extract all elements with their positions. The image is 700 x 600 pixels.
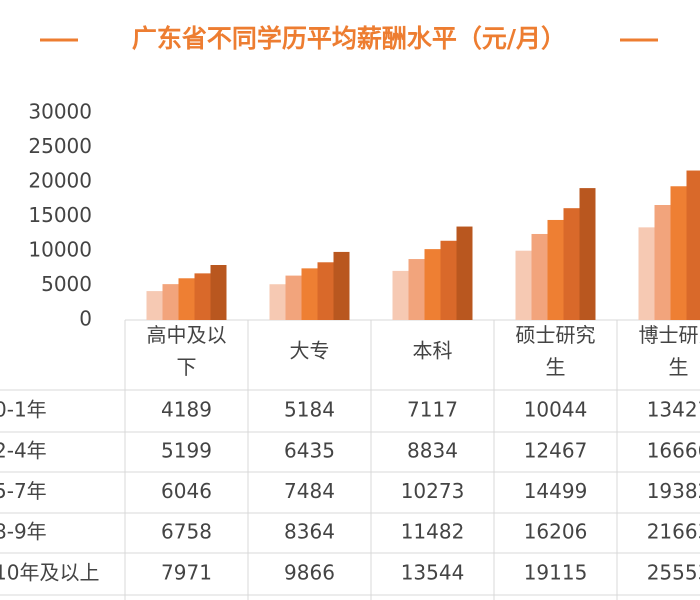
table-value: 6435	[284, 439, 335, 463]
table-value: 11482	[401, 520, 465, 544]
table-value: 16666	[647, 439, 700, 463]
chart-title: 广东省不同学历平均薪酬水平（元/月）	[132, 24, 566, 53]
table-value: 10273	[401, 479, 465, 503]
table-value: 19115	[524, 561, 588, 585]
bar	[654, 205, 671, 320]
bar	[301, 268, 318, 320]
table-value: 13427	[647, 398, 700, 422]
y-tick-label: 30000	[28, 100, 92, 124]
table-value: 7971	[161, 561, 212, 585]
x-tick-label: 本科	[413, 339, 453, 363]
bar	[392, 270, 409, 320]
bar	[547, 219, 564, 320]
y-tick-label: 5000	[41, 272, 92, 296]
bar	[638, 227, 655, 320]
bar	[285, 275, 302, 320]
table-value: 25553	[647, 561, 700, 585]
bar	[686, 170, 700, 320]
bar	[563, 208, 580, 320]
x-tick-label: 大专	[290, 339, 330, 363]
table-value: 5199	[161, 439, 212, 463]
legend-label: 0-1年	[0, 398, 47, 422]
y-tick-label: 25000	[28, 134, 92, 158]
x-tick-label: 硕士研究生	[516, 323, 596, 379]
table-value: 14499	[524, 479, 588, 503]
table-value: 6046	[161, 479, 212, 503]
table-value: 10044	[524, 398, 588, 422]
legend-label: 2-4年	[0, 439, 47, 463]
legend-label: 10年及以上	[0, 561, 99, 585]
table-value: 21663	[647, 520, 700, 544]
bar	[210, 265, 227, 320]
bar	[162, 284, 179, 320]
bar	[515, 250, 532, 320]
x-tick-label: 高中及以下	[147, 323, 227, 379]
bar	[146, 291, 163, 320]
x-tick-label: 博士研究生	[639, 323, 700, 379]
bar	[178, 278, 195, 320]
table-value: 5184	[284, 398, 335, 422]
bar	[269, 284, 286, 320]
table-value: 7484	[284, 479, 335, 503]
table-value: 12467	[524, 439, 588, 463]
bar	[194, 273, 211, 320]
table-value: 9866	[284, 561, 335, 585]
legend-label: 8-9年	[0, 520, 47, 544]
table-value: 6758	[161, 520, 212, 544]
legend-label: 5-7年	[0, 479, 47, 503]
table-value: 4189	[161, 398, 212, 422]
bar	[670, 186, 687, 320]
table-value: 16206	[524, 520, 588, 544]
bar	[408, 259, 425, 320]
table-value: 8364	[284, 520, 335, 544]
y-tick-label: 0	[79, 307, 92, 331]
table-value: 8834	[407, 439, 458, 463]
y-tick-label: 15000	[28, 203, 92, 227]
table-value: 7117	[407, 398, 458, 422]
y-tick-label: 10000	[28, 238, 92, 262]
bar	[579, 188, 596, 320]
bar	[456, 226, 473, 320]
bar	[440, 240, 457, 320]
y-tick-label: 20000	[28, 169, 92, 193]
bar	[424, 249, 441, 320]
bar	[531, 233, 548, 320]
bar	[333, 251, 350, 320]
table-value: 13544	[401, 561, 465, 585]
bar	[317, 262, 334, 320]
